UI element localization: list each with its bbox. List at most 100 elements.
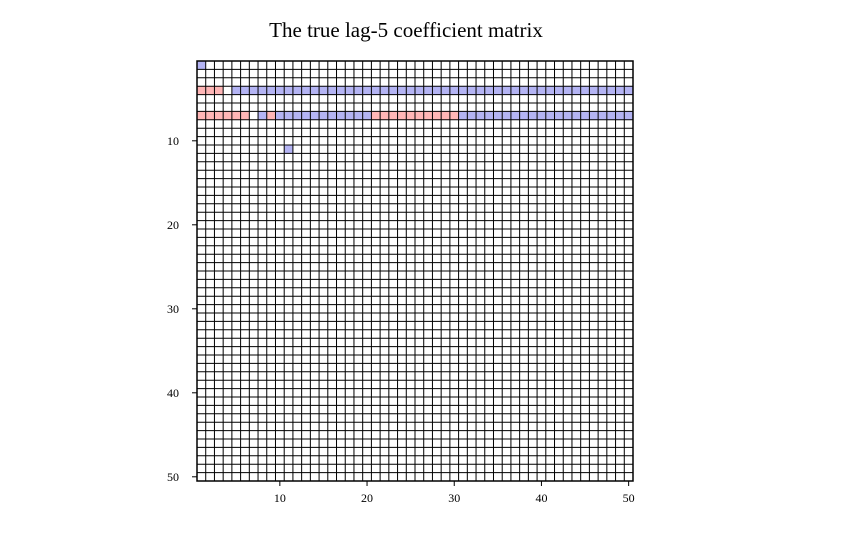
heatmap-cell-r4-c7 (249, 86, 259, 95)
y-tick-label-40: 40 (167, 386, 179, 400)
heatmap-cell-r4-c36 (502, 86, 511, 95)
y-tick-label-30: 30 (167, 302, 179, 316)
heatmap-cell-r4-c8 (258, 86, 267, 95)
heatmap-cell-r7-c15 (319, 111, 328, 120)
heatmap-cell-r7-c9 (266, 111, 276, 120)
plot-frame (196, 60, 634, 482)
heatmap-cell-r4-c46 (589, 86, 599, 95)
x-tick-label-30: 30 (448, 491, 460, 505)
heatmap-cell-r7-c28 (432, 111, 442, 120)
heatmap-cell-r7-c36 (502, 111, 511, 120)
heatmap-cell-r7-c25 (406, 111, 415, 120)
heatmap-cell-r4-c13 (301, 86, 311, 95)
heatmap-cell-r7-c11 (284, 111, 293, 120)
heatmap-cell-r7-c45 (580, 111, 590, 120)
heatmap-cell-r7-c27 (423, 111, 433, 120)
chart-title: The true lag-5 coefficient matrix (269, 18, 543, 42)
heatmap-cell-r7-c39 (528, 111, 538, 120)
heatmap-cell-r4-c5 (231, 86, 241, 95)
heatmap-cell-r11-c11 (284, 145, 293, 154)
heatmap-cell-r4-c24 (397, 86, 407, 95)
heatmap-cell-r4-c45 (580, 86, 590, 95)
heatmap-cell-r7-c37 (510, 111, 520, 120)
x-tick-label-40: 40 (535, 491, 547, 505)
heatmap-cell-r4-c50 (624, 86, 633, 95)
heatmap-cell-r7-c20 (362, 111, 372, 120)
heatmap-cell-r4-c26 (415, 86, 424, 95)
axis-layer: 10 20 30 40 50 10 20 30 40 50 (167, 134, 635, 505)
heatmap-cell-r4-c3 (214, 86, 224, 95)
heatmap-cell-r7-c21 (371, 111, 381, 120)
heatmap-cell-r4-c41 (545, 86, 555, 95)
heatmap-cell-r7-c46 (589, 111, 599, 120)
heatmap-cell-r7-c32 (467, 111, 477, 120)
heatmap-cell-r7-c16 (327, 111, 337, 120)
heatmap-cell-r7-c17 (336, 111, 346, 120)
y-tick-label-20: 20 (167, 218, 179, 232)
heatmap-cell-r4-c35 (493, 86, 503, 95)
heatmap-cell-r4-c11 (284, 86, 293, 95)
heatmap-cell-r7-c19 (353, 111, 363, 120)
heatmap-cell-r7-c22 (380, 111, 389, 120)
heatmap-cell-r7-c13 (301, 111, 311, 120)
heatmap-cell-r4-c22 (380, 86, 389, 95)
heatmap-cell-r4-c6 (240, 86, 250, 95)
heatmap-cell-r4-c10 (275, 86, 285, 95)
x-tick-label-50: 50 (623, 491, 635, 505)
heatmap-cell-r4-c23 (388, 86, 398, 95)
heatmap-cell-r7-c18 (345, 111, 354, 120)
grid-layer (196, 60, 634, 482)
heatmap-cell-r1-c1 (197, 61, 206, 70)
heatmap-cell-r4-c37 (510, 86, 520, 95)
heatmap-cell-r4-c14 (310, 86, 320, 95)
heatmap-cell-r4-c18 (345, 86, 354, 95)
heatmap-cell-r4-c12 (292, 86, 302, 95)
heatmap-cell-r4-c38 (519, 86, 529, 95)
heatmap-cell-r7-c41 (545, 111, 555, 120)
heatmap-cell-r4-c43 (563, 86, 572, 95)
heatmap-cell-r7-c30 (449, 111, 459, 120)
heatmap-cell-r7-c5 (231, 111, 241, 120)
x-tick-label-10: 10 (274, 491, 286, 505)
heatmap-cell-r4-c30 (449, 86, 459, 95)
heatmap-cell-r7-c14 (310, 111, 320, 120)
heatmap-cell-r4-c29 (441, 86, 450, 95)
heatmap-cell-r4-c31 (458, 86, 468, 95)
heatmap-cell-r4-c1 (197, 86, 206, 95)
heatmap-cell-r4-c42 (554, 86, 564, 95)
x-tick-label-20: 20 (361, 491, 373, 505)
heatmap-cell-r7-c38 (519, 111, 529, 120)
heatmap-cell-r4-c44 (571, 86, 581, 95)
heatmap-cell-r7-c3 (214, 111, 224, 120)
heatmap-cell-r7-c43 (563, 111, 572, 120)
heatmap-cell-r7-c33 (476, 111, 485, 120)
heatmap-cell-r4-c40 (537, 86, 546, 95)
heatmap-cell-r4-c21 (371, 86, 381, 95)
heatmap-cell-r7-c12 (292, 111, 302, 120)
heatmap-cell-r4-c48 (606, 86, 616, 95)
heatmap-cell-r7-c6 (240, 111, 250, 120)
heatmap-cell-r4-c32 (467, 86, 477, 95)
heatmap-cell-r7-c31 (458, 111, 468, 120)
heatmap-cell-r4-c28 (432, 86, 442, 95)
heatmap-cell-r7-c40 (537, 111, 546, 120)
heatmap-cell-r7-c29 (441, 111, 450, 120)
heatmap-cell-r4-c17 (336, 86, 346, 95)
heatmap-cell-r4-c39 (528, 86, 538, 95)
heatmap-cell-r7-c8 (258, 111, 267, 120)
heatmap-cell-r4-c49 (615, 86, 625, 95)
heatmap-cell-r4-c34 (484, 86, 494, 95)
heatmap-cell-r7-c1 (197, 111, 206, 120)
y-tick-label-10: 10 (167, 134, 179, 148)
heatmap-cell-r7-c2 (205, 111, 215, 120)
heatmap-cell-r4-c25 (406, 86, 415, 95)
heatmap-cell-r7-c47 (598, 111, 607, 120)
y-tick-label-50: 50 (167, 470, 179, 484)
heatmap-cell-r7-c35 (493, 111, 503, 120)
heatmap-cell-r7-c23 (388, 111, 398, 120)
heatmap-cell-r7-c4 (223, 111, 232, 120)
heatmap-cell-r7-c34 (484, 111, 494, 120)
heatmap-cell-r7-c48 (606, 111, 616, 120)
heatmap-cell-r4-c20 (362, 86, 372, 95)
